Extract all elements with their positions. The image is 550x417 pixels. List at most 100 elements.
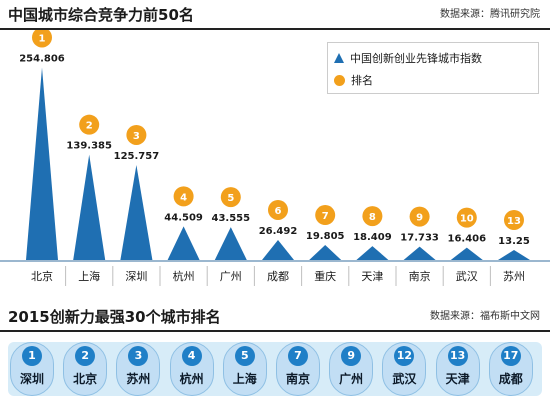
x-axis-line xyxy=(0,260,550,262)
ranking-item: 13 天津 xyxy=(435,342,480,396)
rank-circle xyxy=(32,30,52,48)
data-label: 139.385 xyxy=(66,141,112,152)
triangle-icon xyxy=(334,53,344,63)
rank-label: 13 xyxy=(507,216,521,227)
ranking-badge: 12 xyxy=(394,346,415,366)
x-tick-label: 南京 xyxy=(409,269,431,283)
data-label: 125.757 xyxy=(114,151,160,162)
ranking-city: 杭州 xyxy=(179,372,204,386)
bottom-header: 2015创新力最强30个城市排名 数据来源：福布斯中文网 xyxy=(0,304,550,330)
rank-label: 5 xyxy=(227,193,234,204)
ranking-city: 成都 xyxy=(498,372,523,386)
ranking-item: 1 深圳 xyxy=(10,342,54,396)
ranking-badge: 5 xyxy=(234,346,255,366)
ranking-city: 北京 xyxy=(73,372,98,386)
ranking-item: 2 北京 xyxy=(63,342,108,396)
rank-circle xyxy=(456,207,477,228)
ranking-badge: 3 xyxy=(128,346,149,366)
rank-label: 9 xyxy=(416,213,423,224)
ranking-badge: 7 xyxy=(288,346,308,366)
circle-icon xyxy=(334,74,345,86)
data-label: 17.733 xyxy=(400,233,439,244)
ranking-city: 广州 xyxy=(339,372,364,386)
x-tick-label: 广州 xyxy=(220,270,242,283)
ranking-item: 3 苏州 xyxy=(116,342,161,396)
rank-circle xyxy=(173,186,194,207)
ranking-source: 数据来源：福布斯中文网 xyxy=(430,311,540,322)
rank-label: 10 xyxy=(460,214,474,225)
bar-chart: 254.806 1 北京 139.385 2 上海 125.757 3 深圳 44.509 4 杭州 4… xyxy=(0,30,550,286)
rank-circle xyxy=(126,124,147,145)
bar-triangle xyxy=(262,239,294,260)
ranking-badge: 2 xyxy=(75,346,96,366)
top-header: 中国城市综合竞争力前50名 数据来源：腾讯研究院 xyxy=(0,2,550,28)
ranking-item: 9 广州 xyxy=(329,342,374,396)
legend-item-rank: 排名 xyxy=(334,70,373,90)
ranking-badge: 17 xyxy=(500,346,521,366)
ranking-item: 7 南京 xyxy=(276,342,320,396)
x-tick-label: 天津 xyxy=(361,270,383,283)
data-label: 254.806 xyxy=(19,53,65,64)
bar-triangle xyxy=(403,246,436,260)
rank-label: 3 xyxy=(133,131,140,142)
x-tick-label: 杭州 xyxy=(173,269,195,283)
ranking-item: 17 成都 xyxy=(488,342,533,396)
rank-circle xyxy=(79,114,100,135)
bar-triangle xyxy=(450,247,483,260)
ranking-title: 2015创新力最强30个城市排名 xyxy=(8,308,221,326)
ranking-city: 武汉 xyxy=(392,372,417,386)
rank-circle xyxy=(504,209,524,230)
data-label: 26.492 xyxy=(259,226,298,237)
ranking-city: 深圳 xyxy=(19,372,44,386)
ranking-badge: 4 xyxy=(181,346,202,366)
rank-circle xyxy=(220,187,241,208)
data-label: 44.509 xyxy=(164,212,203,223)
rank-circle xyxy=(362,206,383,227)
x-tick-label: 重庆 xyxy=(314,269,336,283)
ranking-item: 12 武汉 xyxy=(382,342,427,396)
rank-label: 8 xyxy=(369,212,376,223)
x-tick-label: 上海 xyxy=(78,269,100,283)
ranking-item: 4 杭州 xyxy=(169,342,214,396)
ranking-city: 天津 xyxy=(445,372,470,386)
bar-triangle xyxy=(167,226,200,260)
rank-label: 1 xyxy=(39,33,46,44)
data-label: 19.805 xyxy=(306,231,345,242)
x-tick-label: 深圳 xyxy=(125,270,147,283)
ranking-city: 上海 xyxy=(232,372,257,386)
bar-triangle xyxy=(214,227,247,260)
rank-label: 7 xyxy=(322,211,329,222)
x-tick-label: 北京 xyxy=(31,269,53,283)
ranking-city: 苏州 xyxy=(126,372,151,386)
data-label: 16.406 xyxy=(448,234,487,245)
x-tick-label: 成都 xyxy=(267,270,289,283)
bar-triangle xyxy=(120,164,153,260)
bottom-rule xyxy=(0,330,550,332)
ranking-badge: 1 xyxy=(22,346,42,366)
rank-label: 2 xyxy=(86,121,93,132)
legend-index-label: 中国创新创业先锋城市指数 xyxy=(350,52,482,65)
data-label: 43.555 xyxy=(212,213,251,224)
ranking-badge: 9 xyxy=(341,346,362,366)
top-rule xyxy=(0,28,550,30)
ranking-city: 南京 xyxy=(285,372,310,386)
legend: 中国创新创业先锋城市指数 排名 xyxy=(327,42,539,94)
legend-item-index: 中国创新创业先锋城市指数 xyxy=(334,48,482,68)
bar-triangle xyxy=(309,245,342,260)
rank-circle xyxy=(315,205,336,226)
rank-circle xyxy=(409,206,430,227)
bar-triangle xyxy=(73,154,106,260)
legend-rank-label: 排名 xyxy=(351,74,373,87)
x-tick-label: 武汉 xyxy=(456,270,478,283)
ranking-item: 5 上海 xyxy=(222,342,267,396)
x-tick-label: 苏州 xyxy=(503,270,525,283)
bar-triangle xyxy=(26,67,58,260)
rank-label: 4 xyxy=(180,192,187,203)
chart-title: 中国城市综合竞争力前50名 xyxy=(8,6,194,24)
chart-source: 数据来源：腾讯研究院 xyxy=(440,9,540,20)
data-label: 13.25 xyxy=(498,236,530,247)
rank-circle xyxy=(268,199,288,220)
data-label: 18.409 xyxy=(353,232,392,243)
bar-triangle xyxy=(498,249,530,260)
